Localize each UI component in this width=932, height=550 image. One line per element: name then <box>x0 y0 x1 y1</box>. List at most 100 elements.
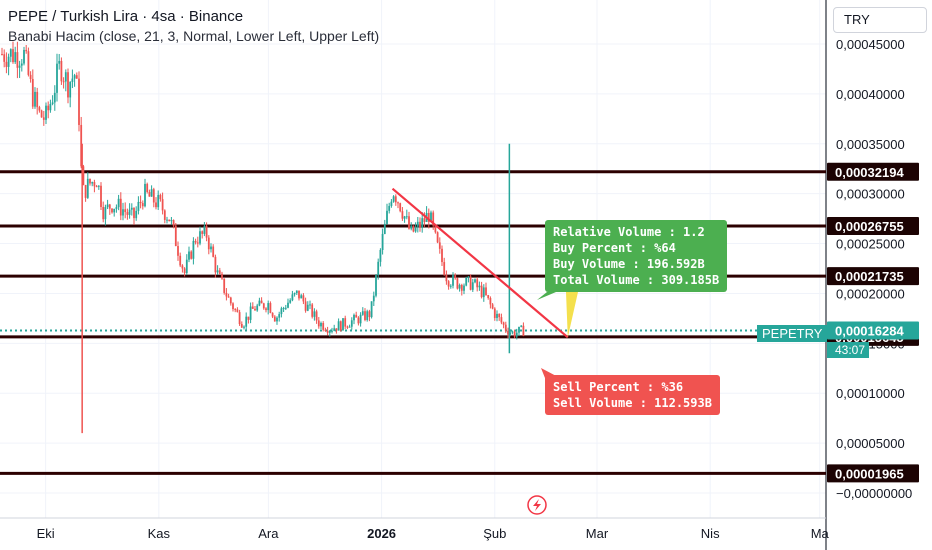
candle <box>278 311 281 322</box>
candle-body <box>295 290 298 294</box>
candle <box>238 309 241 326</box>
candle-body <box>447 281 450 287</box>
candle <box>293 292 296 297</box>
candle-body <box>196 242 199 244</box>
price-tag-label: 0,00001965 <box>835 466 904 481</box>
candle-body <box>71 78 74 83</box>
candle-body <box>405 216 408 218</box>
candle <box>168 219 171 222</box>
candle <box>315 309 318 324</box>
candle-body <box>441 248 443 263</box>
candle-body <box>106 204 109 208</box>
price-tick-label: 0,00040000 <box>836 87 905 102</box>
candle <box>34 87 36 109</box>
candle-body <box>97 185 100 187</box>
price-tag-label: 0,00016284 <box>835 324 904 339</box>
candle <box>232 302 234 312</box>
lightning-icon[interactable] <box>527 495 547 515</box>
candle <box>42 110 45 126</box>
candle-body <box>102 206 105 220</box>
time-tick-label: Şub <box>483 526 506 541</box>
candle <box>518 326 520 337</box>
candle-body <box>238 312 241 325</box>
candle-body <box>14 52 17 63</box>
candle-body <box>34 91 36 107</box>
candle <box>16 41 19 79</box>
candle <box>326 326 329 336</box>
candle-body <box>188 251 190 260</box>
currency-selector[interactable]: TRY <box>833 7 927 33</box>
candle <box>199 226 201 246</box>
candle-body <box>344 318 347 327</box>
candle-body <box>449 285 452 287</box>
candle-body <box>388 205 391 211</box>
indicator-legend[interactable]: Banabi Hacim (close, 21, 3, Normal, Lowe… <box>8 28 380 44</box>
candle-body <box>260 300 263 304</box>
price-tag <box>827 217 919 236</box>
candle <box>58 54 61 70</box>
candle-body <box>394 196 397 203</box>
candle-body <box>381 233 384 250</box>
candle <box>416 216 419 233</box>
candle <box>383 219 386 235</box>
candle-body <box>9 49 12 57</box>
candle-body <box>471 282 474 290</box>
candle-body <box>16 52 19 68</box>
candle-body <box>476 279 479 288</box>
candle-body <box>368 311 371 318</box>
candle <box>89 178 91 186</box>
candle-body <box>168 219 171 222</box>
candle-body <box>51 102 54 104</box>
candle <box>78 71 80 132</box>
candle-body <box>482 287 485 298</box>
candle-body <box>366 311 369 320</box>
candle <box>62 77 65 89</box>
candle-body <box>5 61 8 67</box>
candle <box>113 208 116 217</box>
price-tag <box>827 162 919 181</box>
candle <box>71 69 74 89</box>
candle-body <box>75 75 78 79</box>
candle-body <box>111 208 113 213</box>
price-tag-label: 0,00021735 <box>835 269 904 284</box>
candle <box>397 201 399 209</box>
sell-volume: Sell Volume : 112.593B <box>553 396 712 410</box>
price-tick-label: 0,00005000 <box>836 436 905 451</box>
candle <box>342 318 344 331</box>
candle <box>359 312 362 327</box>
candle-body <box>456 278 459 289</box>
candle <box>449 284 452 289</box>
candle-body <box>100 185 102 207</box>
candle <box>194 238 197 245</box>
candle-body <box>95 186 98 188</box>
candle <box>192 237 195 265</box>
candle-body <box>199 231 201 244</box>
candle-body <box>289 300 292 303</box>
candle <box>258 297 261 307</box>
candle <box>377 258 380 280</box>
candle-body <box>474 279 476 283</box>
candle-body <box>23 49 25 64</box>
candle <box>480 281 483 299</box>
candle-body <box>190 251 193 259</box>
candle-body <box>135 210 138 219</box>
candle-body <box>225 292 228 297</box>
candle-body <box>359 314 362 324</box>
candle-body <box>223 278 226 293</box>
candle-body <box>269 303 272 313</box>
candle <box>287 298 289 309</box>
candle-body <box>62 81 65 83</box>
candle-body <box>67 72 69 98</box>
candle <box>141 200 144 210</box>
candle <box>245 312 248 331</box>
candle <box>227 293 230 298</box>
candle-body <box>507 330 509 335</box>
candle-body <box>27 51 30 75</box>
candle-body <box>421 218 424 228</box>
candle-body <box>467 276 470 278</box>
candle-body <box>234 309 237 311</box>
candle <box>179 252 182 268</box>
candle-body <box>504 324 507 331</box>
candle-body <box>221 273 223 279</box>
